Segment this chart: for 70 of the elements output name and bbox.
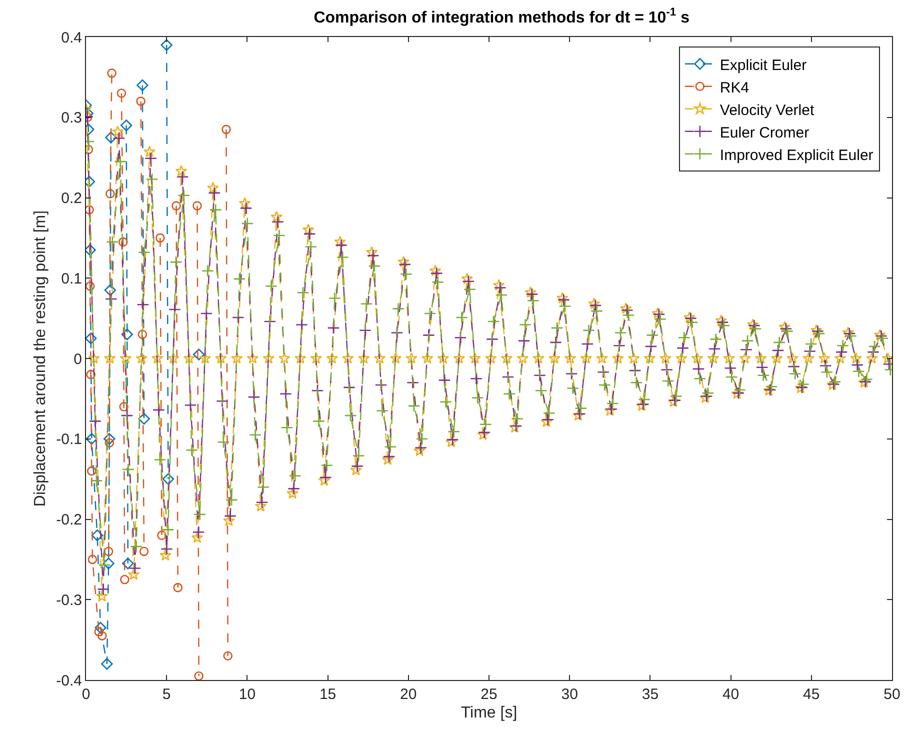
point xyxy=(97,631,107,640)
point xyxy=(94,627,104,636)
legend-label: Improved Explicit Euler xyxy=(720,146,874,164)
point xyxy=(88,554,98,564)
chart-title: Comparison of integration methods for dt = 10$^{-1}$ s xyxy=(314,6,690,26)
y-tick-label: -0.4 xyxy=(56,672,82,690)
point xyxy=(86,332,97,344)
legend-label: Explicit Euler xyxy=(720,56,807,74)
point xyxy=(86,205,94,214)
point xyxy=(86,282,95,291)
point xyxy=(104,433,116,445)
y-tick-label: 0.1 xyxy=(61,270,82,288)
point xyxy=(223,651,233,661)
point xyxy=(162,473,174,485)
point xyxy=(120,120,132,132)
point xyxy=(104,284,116,296)
point xyxy=(104,438,114,448)
x-tick-label: 15 xyxy=(319,686,336,703)
point xyxy=(118,237,128,247)
point xyxy=(157,530,166,540)
point xyxy=(101,658,113,670)
x-tick-label: 10 xyxy=(238,686,256,703)
y-tick-label: 0.2 xyxy=(61,190,82,207)
y-tick-label: 0.4 xyxy=(61,29,82,46)
point xyxy=(222,124,231,134)
point xyxy=(116,88,126,98)
point xyxy=(119,402,129,412)
point xyxy=(105,132,117,144)
x-tick-label: 45 xyxy=(803,686,820,703)
point xyxy=(160,39,172,51)
point xyxy=(91,529,104,542)
x-tick-label: 40 xyxy=(722,686,740,703)
point xyxy=(194,671,204,680)
legend-label: Euler Cromer xyxy=(720,124,810,142)
point xyxy=(172,201,181,210)
legend-label: RK4 xyxy=(720,79,750,96)
point xyxy=(173,582,183,592)
point xyxy=(192,201,202,210)
point xyxy=(107,68,116,78)
point xyxy=(86,466,96,476)
point xyxy=(139,546,149,556)
y-tick-label: -0.3 xyxy=(56,592,82,609)
x-tick-label: 5 xyxy=(162,686,171,703)
point xyxy=(192,348,205,360)
y-tick-label: -0.2 xyxy=(56,512,82,528)
y-tick-label: 0 xyxy=(74,350,82,368)
x-axis-title: Time [s] xyxy=(460,704,518,722)
point xyxy=(121,328,133,340)
x-tick-label: 35 xyxy=(642,686,659,703)
x-tick-label: 50 xyxy=(884,686,900,703)
y-tick-label: -0.1 xyxy=(56,431,82,448)
x-tick-label: 25 xyxy=(480,686,498,703)
point xyxy=(136,79,148,92)
point xyxy=(136,96,146,106)
point xyxy=(138,330,148,340)
point xyxy=(104,546,114,556)
point xyxy=(86,433,98,445)
point xyxy=(86,370,96,380)
y-axis-title: Displacement around the resting point [m] xyxy=(32,210,50,507)
point xyxy=(102,558,114,570)
x-tick-label: 20 xyxy=(400,686,417,703)
point xyxy=(122,558,134,570)
x-tick-label: 30 xyxy=(561,686,578,703)
legend-label: Velocity Verlet xyxy=(720,102,815,119)
y-tick-label: 0.3 xyxy=(61,110,82,127)
point xyxy=(156,233,165,243)
point xyxy=(106,189,115,198)
point xyxy=(120,574,130,584)
point xyxy=(138,412,150,425)
point xyxy=(94,622,106,634)
